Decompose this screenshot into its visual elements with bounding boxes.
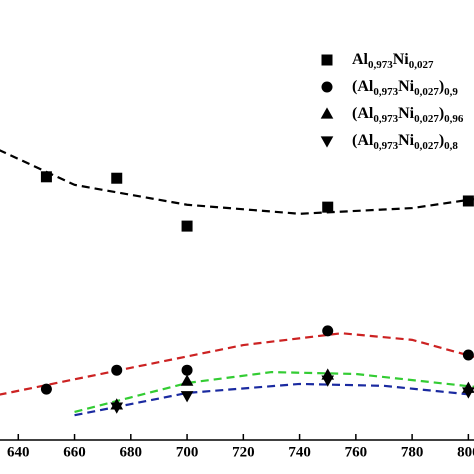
marker xyxy=(322,201,334,213)
x-tick-label: 680 xyxy=(120,444,143,460)
x-tick-label: 640 xyxy=(7,444,30,460)
points xyxy=(40,171,474,414)
x-tick-label: 720 xyxy=(232,444,255,460)
marker xyxy=(40,171,52,183)
legend-label: (Al0,973Ni0,027)0,9 xyxy=(352,78,458,98)
legend-label: Al0,973Ni0,027 xyxy=(352,51,434,71)
legend-label: (Al0,973Ni0,027)0,8 xyxy=(352,132,458,152)
x-tick-label: 660 xyxy=(63,444,86,460)
x-tick-label: 700 xyxy=(176,444,199,460)
marker xyxy=(462,349,474,361)
marker xyxy=(322,325,334,337)
marker xyxy=(321,81,333,93)
fit-line xyxy=(74,370,474,413)
legend: Al0,973Ni0,027 (Al0,973Ni0,027)0,9 (Al0,97… xyxy=(320,51,464,152)
marker xyxy=(111,364,123,376)
marker xyxy=(180,374,194,386)
x-tick-label: 740 xyxy=(288,444,311,460)
marker xyxy=(181,220,193,232)
marker xyxy=(462,387,474,399)
marker xyxy=(320,136,334,148)
marker xyxy=(110,402,124,414)
marker xyxy=(321,375,335,387)
x-tick-label: 780 xyxy=(401,444,424,460)
marker xyxy=(321,54,333,66)
marker xyxy=(462,195,474,207)
marker xyxy=(111,172,123,184)
marker xyxy=(180,391,194,403)
fit-line xyxy=(74,382,474,417)
marker xyxy=(181,364,193,376)
marker xyxy=(320,107,334,119)
x-axis: 640 660 680 700 720 740 760 780 800 xyxy=(0,434,474,460)
fit-line xyxy=(0,332,474,396)
marker xyxy=(40,383,52,395)
x-tick-label: 800 xyxy=(457,444,474,460)
x-tick-label: 760 xyxy=(345,444,368,460)
legend-label: (Al0,973Ni0,027)0,96 xyxy=(352,105,464,125)
fit-lines xyxy=(0,149,474,417)
fit-line xyxy=(0,149,474,215)
